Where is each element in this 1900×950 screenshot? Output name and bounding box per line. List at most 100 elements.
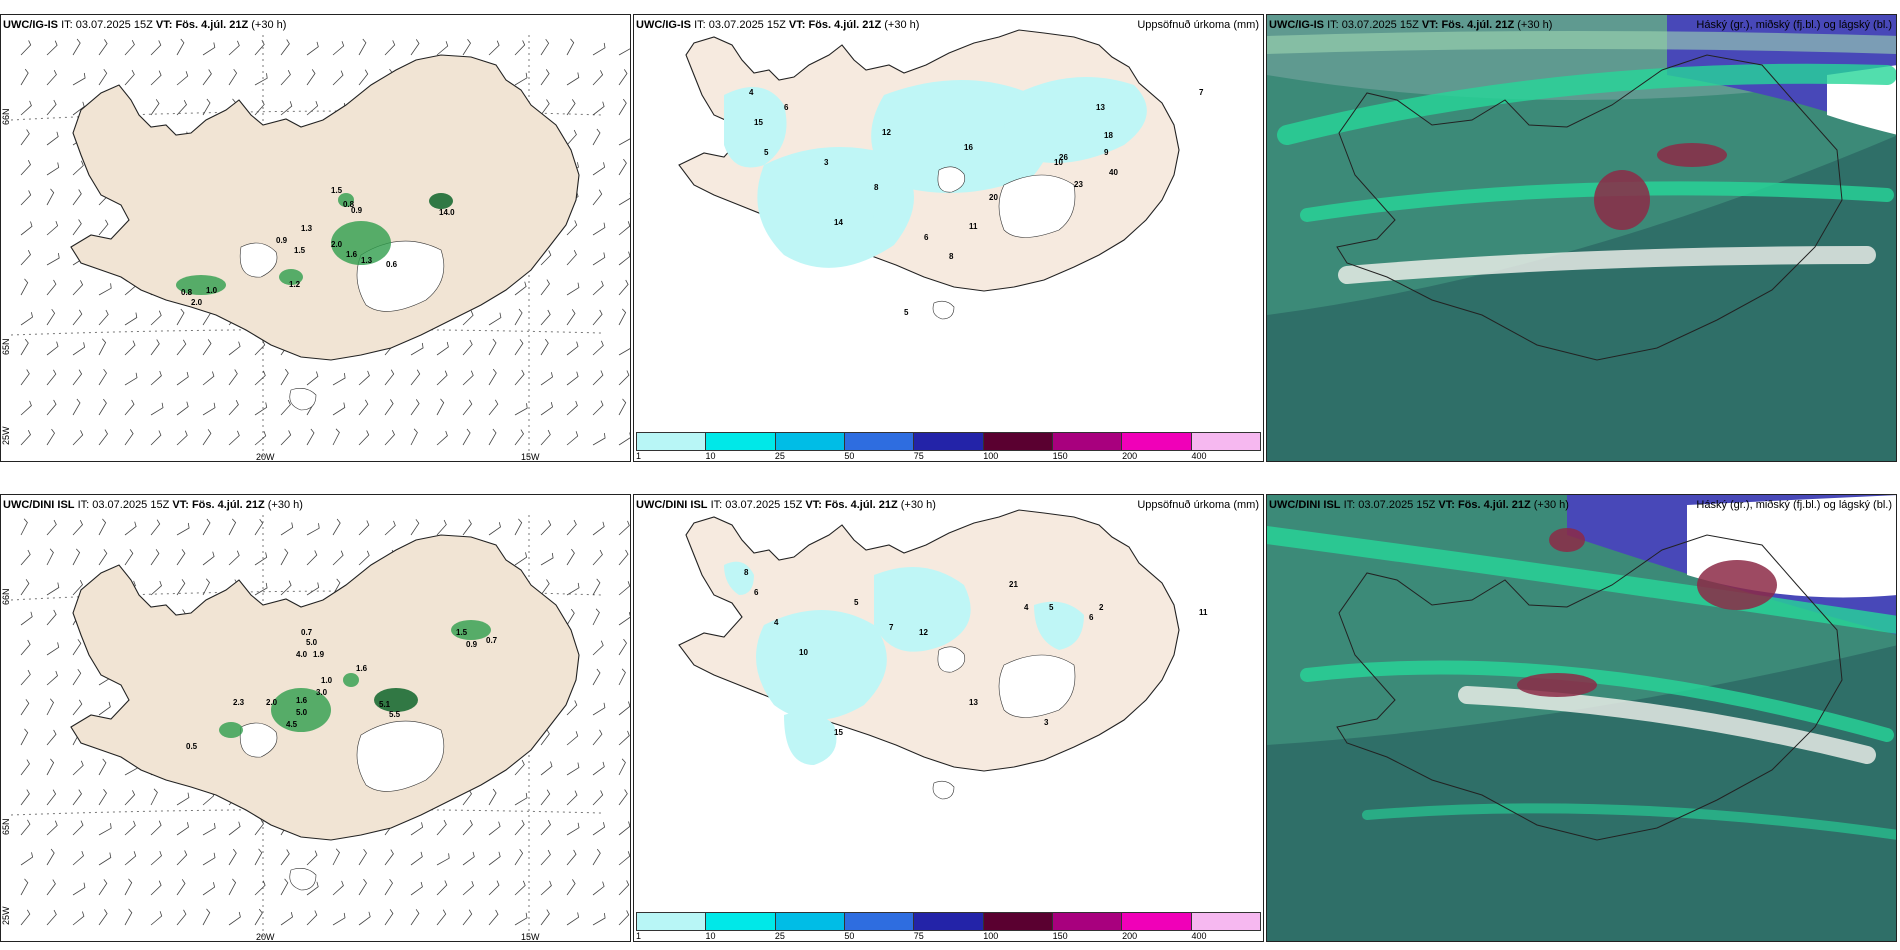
wind-barb bbox=[20, 100, 32, 116]
wind-barb bbox=[46, 758, 55, 776]
it-value: 03.07.2025 15Z bbox=[1358, 499, 1436, 511]
value-label: 3.0 bbox=[316, 688, 328, 697]
wind-barb bbox=[98, 309, 109, 326]
wind-barb bbox=[72, 38, 81, 56]
wind-barb bbox=[618, 520, 630, 536]
wind-barb bbox=[72, 911, 85, 926]
wind-barb bbox=[618, 308, 627, 326]
wind-barb bbox=[618, 730, 630, 746]
it-label: IT: bbox=[1327, 19, 1339, 31]
wind-barb bbox=[72, 580, 83, 596]
wind-barb bbox=[20, 549, 31, 566]
model-name: UWC/IG-IS bbox=[636, 19, 691, 31]
wind-barb bbox=[20, 699, 30, 716]
map-canvas: 1.50.80.90.91.31.52.01.61.30.8 1.02.01.21… bbox=[1, 35, 630, 462]
wind-barb bbox=[98, 368, 107, 386]
wind-barb bbox=[488, 40, 500, 56]
wind-barb bbox=[20, 369, 30, 386]
lead-time: (+30 h) bbox=[1517, 19, 1553, 31]
colorbar-swatch bbox=[914, 433, 984, 450]
wind-barb bbox=[566, 879, 576, 896]
value-label: 0.5 bbox=[186, 742, 198, 751]
wind-barb bbox=[202, 882, 216, 896]
panel-cloud-ig[interactable]: UWC/IG-IS IT: 03.07.2025 15Z VT: Fös. 4.… bbox=[1266, 14, 1897, 462]
wind-barb bbox=[280, 368, 289, 386]
model-name: UWC/IG-IS bbox=[1269, 19, 1324, 31]
wind-barb bbox=[124, 312, 138, 326]
colorbar-swatch bbox=[706, 913, 776, 930]
wind-barb bbox=[202, 551, 215, 566]
wind-barb bbox=[540, 820, 551, 836]
wind-barb bbox=[176, 430, 188, 446]
panel-cloud-dini[interactable]: UWC/DINI ISL IT: 03.07.2025 15Z VT: Fös.… bbox=[1266, 494, 1897, 942]
wind-barb bbox=[592, 702, 606, 716]
wind-barb bbox=[20, 278, 29, 296]
vt-label: VT: bbox=[1421, 19, 1439, 31]
lead-time: (+30 h) bbox=[884, 19, 920, 31]
value-label: 1.6 bbox=[356, 664, 368, 673]
value-label: 21 bbox=[1009, 580, 1018, 589]
wind-barb bbox=[618, 789, 628, 806]
panel-wind-ig[interactable]: 1.5 0.8 0.9 0.9 1.3 1.5 2.0 1.6 1.3 0.8 1.0 2.0 1.2 1… bbox=[0, 14, 631, 462]
wind-barb bbox=[514, 429, 524, 446]
wind-barb bbox=[384, 878, 393, 896]
wind-barb bbox=[20, 518, 28, 536]
vt-value: Fös. 4.júl. 21Z bbox=[808, 19, 882, 31]
wind-barb bbox=[20, 68, 29, 86]
wind-barb bbox=[410, 822, 424, 836]
wind-barb bbox=[46, 253, 60, 266]
map-canvas bbox=[1267, 15, 1896, 461]
map-canvas: 15 6 4 5 3 8 12 16 20 10 9 26 13 18 40 23 7 14 6 11 8 5 bbox=[678, 29, 1204, 320]
wind-barb bbox=[488, 368, 497, 386]
colorbar-label: 400 bbox=[1191, 451, 1207, 461]
wind-barb bbox=[202, 98, 211, 116]
panel-precip-dini[interactable]: 8 6 4 5 10 7 12 21 4 5 2 6 11 13 3 15 UWC/DINI ISL IT: … bbox=[633, 494, 1264, 942]
wind-barb bbox=[98, 219, 109, 236]
colorbar-swatch bbox=[983, 433, 1053, 450]
wind-barb bbox=[20, 160, 31, 176]
wind-barb bbox=[72, 219, 82, 236]
wind-barb bbox=[20, 221, 33, 236]
wind-barb bbox=[124, 69, 135, 86]
wind-gust-areas bbox=[176, 193, 453, 295]
wind-barb bbox=[98, 549, 108, 566]
wind-barb bbox=[514, 339, 524, 356]
lead-time: (+30 h) bbox=[251, 19, 287, 31]
value-label: 5.0 bbox=[296, 708, 308, 717]
wind-barb bbox=[228, 369, 238, 386]
wind-barb bbox=[488, 788, 497, 806]
value-label: 0.9 bbox=[276, 236, 288, 245]
panel-right-title: Háský (gr.), miðský (fj.bl.) og lágský (… bbox=[1696, 499, 1892, 511]
wind-barb bbox=[46, 909, 57, 926]
wind-barb bbox=[228, 550, 240, 566]
wind-barb bbox=[618, 549, 629, 566]
wind-barb bbox=[540, 552, 554, 566]
panel-wind-dini[interactable]: 0.7 5.0 4.0 1.9 1.5 0.9 0.7 1.6 1.0 3.0 1.6 5.0 2.0 4… bbox=[0, 494, 631, 942]
map-canvas bbox=[1267, 495, 1896, 941]
wind-barb bbox=[228, 878, 237, 896]
gust-values: 1.50.80.90.91.31.52.01.61.30.8 1.02.01.21… bbox=[181, 186, 455, 307]
wind-barb bbox=[280, 101, 293, 116]
wind-barb bbox=[150, 40, 162, 56]
wind-barb bbox=[46, 729, 57, 746]
lon-label-15w: 15W bbox=[521, 452, 540, 462]
colorbar-label: 10 bbox=[705, 931, 716, 941]
wind-barb bbox=[72, 668, 82, 686]
value-label: 0.8 bbox=[343, 200, 355, 209]
wind-barb bbox=[72, 760, 84, 776]
wind-barb bbox=[592, 729, 603, 746]
wind-barb bbox=[306, 582, 320, 596]
wind-barb bbox=[98, 909, 108, 926]
wind-barb bbox=[592, 70, 604, 86]
value-label: 5.5 bbox=[389, 710, 401, 719]
wind-barb bbox=[254, 582, 268, 596]
wind-barb bbox=[592, 309, 603, 326]
value-label: 13 bbox=[969, 698, 978, 707]
wind-barb bbox=[46, 609, 57, 626]
wind-barb bbox=[72, 548, 81, 566]
wind-barb bbox=[592, 400, 604, 416]
wind-barb bbox=[254, 908, 263, 926]
panel-precip-ig[interactable]: 15 6 4 5 3 8 12 16 20 10 9 26 13 18 40 23 7 14 6 11 8 5 UWC/I… bbox=[633, 14, 1264, 462]
wind-barb bbox=[150, 70, 162, 86]
wind-barb bbox=[280, 548, 289, 566]
